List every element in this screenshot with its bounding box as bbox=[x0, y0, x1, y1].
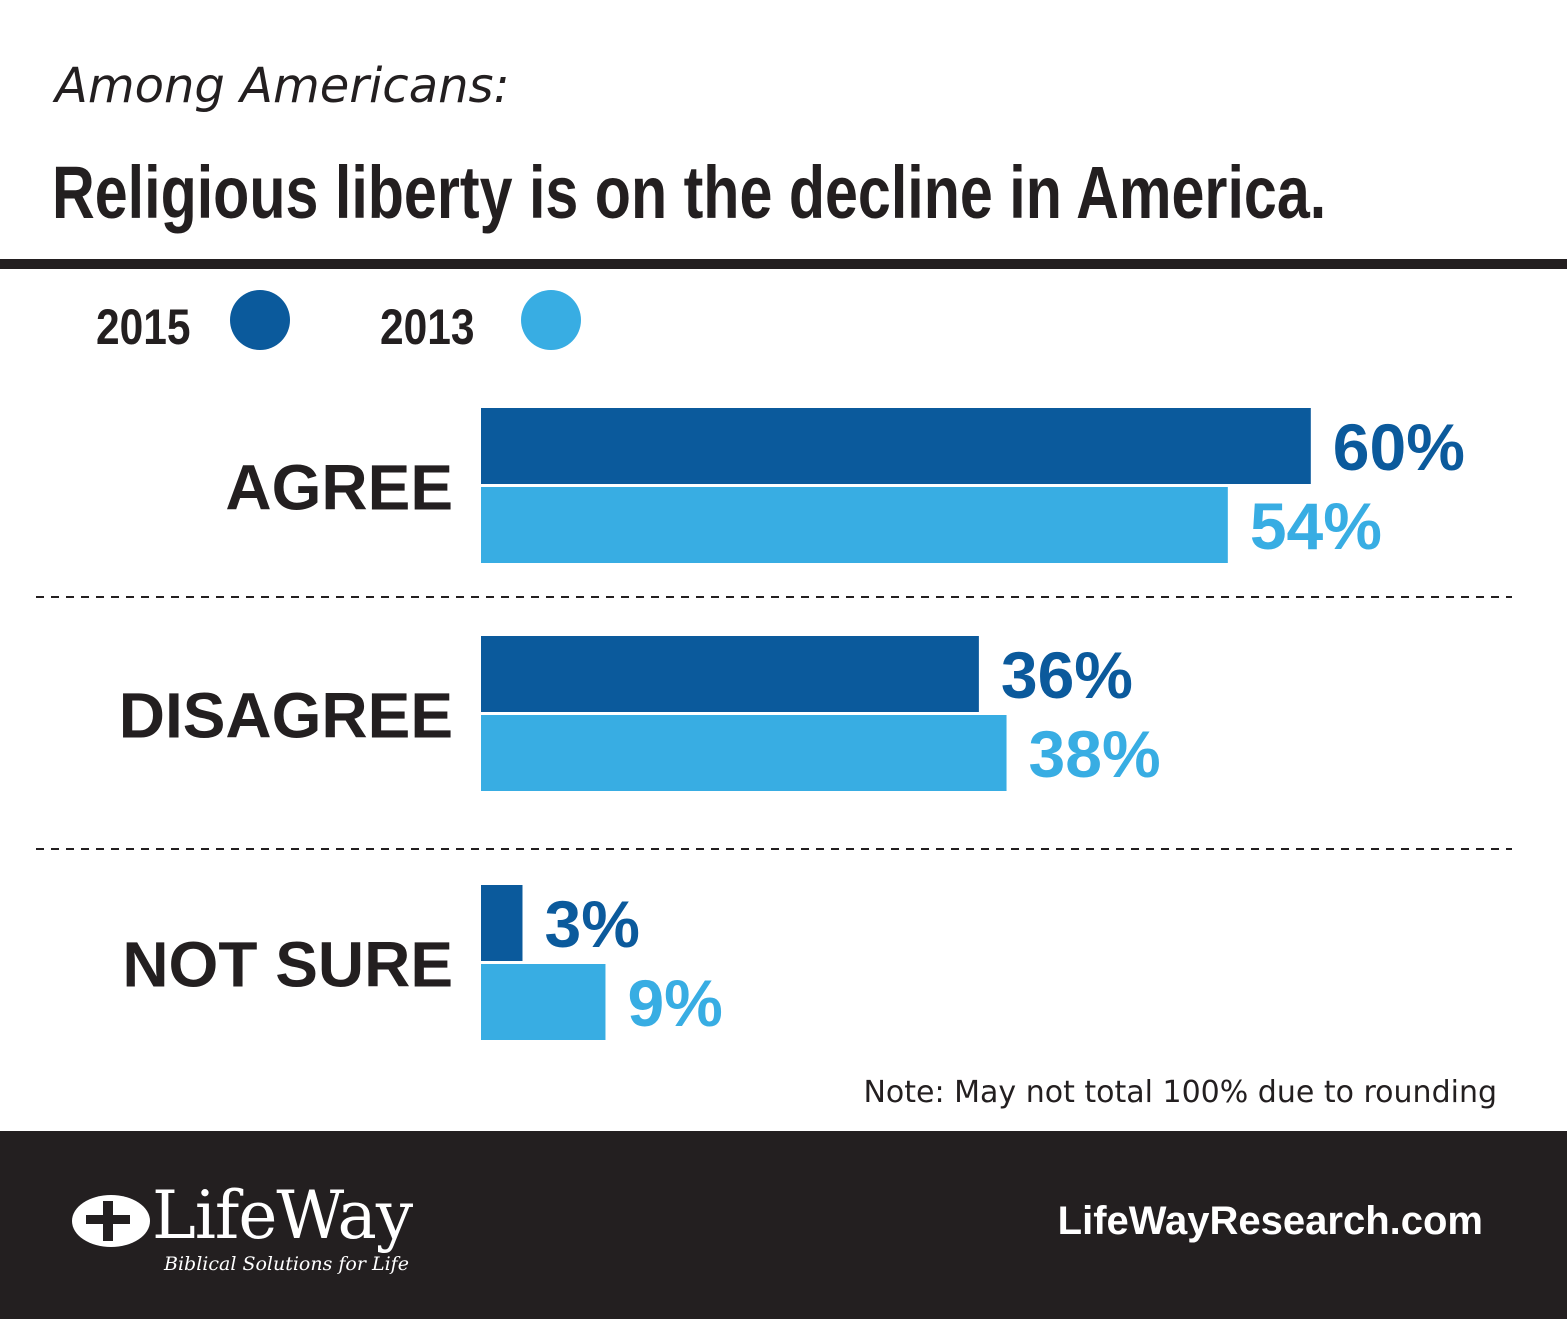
category-label: AGREE bbox=[225, 452, 453, 524]
rounding-note: Note: May not total 100% due to rounding bbox=[863, 1075, 1497, 1110]
bar-chart: AGREE 60%54% DISAGREE 36%38% NOT SURE 3%9% bbox=[36, 408, 1512, 1040]
data-label-2013: 38% bbox=[1029, 717, 1161, 791]
data-label-2013: 9% bbox=[627, 966, 722, 1040]
chart-subtitle: Among Americans: bbox=[55, 58, 510, 114]
data-label-2015: 36% bbox=[1001, 638, 1133, 712]
chart-title: Religious liberty is on the decline in A… bbox=[52, 151, 1327, 234]
data-label-2015: 3% bbox=[544, 887, 639, 961]
logo-tagline: Biblical Solutions for Life bbox=[164, 1253, 409, 1275]
lifeway-logo: LifeWay Biblical Solutions for Life bbox=[72, 1177, 413, 1307]
website-link[interactable]: LifeWayResearch.com bbox=[1057, 1199, 1483, 1243]
legend-swatch-2013 bbox=[521, 290, 581, 350]
category-label: DISAGREE bbox=[119, 680, 453, 752]
title-divider bbox=[0, 259, 1567, 269]
cross-logo-icon bbox=[72, 1195, 150, 1247]
bar-2015 bbox=[481, 408, 1311, 484]
data-label-2015: 60% bbox=[1333, 410, 1465, 484]
bar-2013 bbox=[481, 715, 1007, 791]
category-label: NOT SURE bbox=[122, 929, 453, 1001]
bar-2015 bbox=[481, 885, 523, 961]
footer-bar: LifeWay Biblical Solutions for Life Life… bbox=[0, 1131, 1567, 1319]
bar-2013 bbox=[481, 487, 1228, 563]
legend-label-2015: 2015 bbox=[96, 299, 191, 355]
data-label-2013: 54% bbox=[1250, 489, 1382, 563]
bar-2015 bbox=[481, 636, 979, 712]
legend-label-2013: 2013 bbox=[380, 299, 475, 355]
bar-2013 bbox=[481, 964, 606, 1040]
logo-wordmark: LifeWay bbox=[152, 1177, 413, 1254]
legend-swatch-2015 bbox=[230, 290, 290, 350]
